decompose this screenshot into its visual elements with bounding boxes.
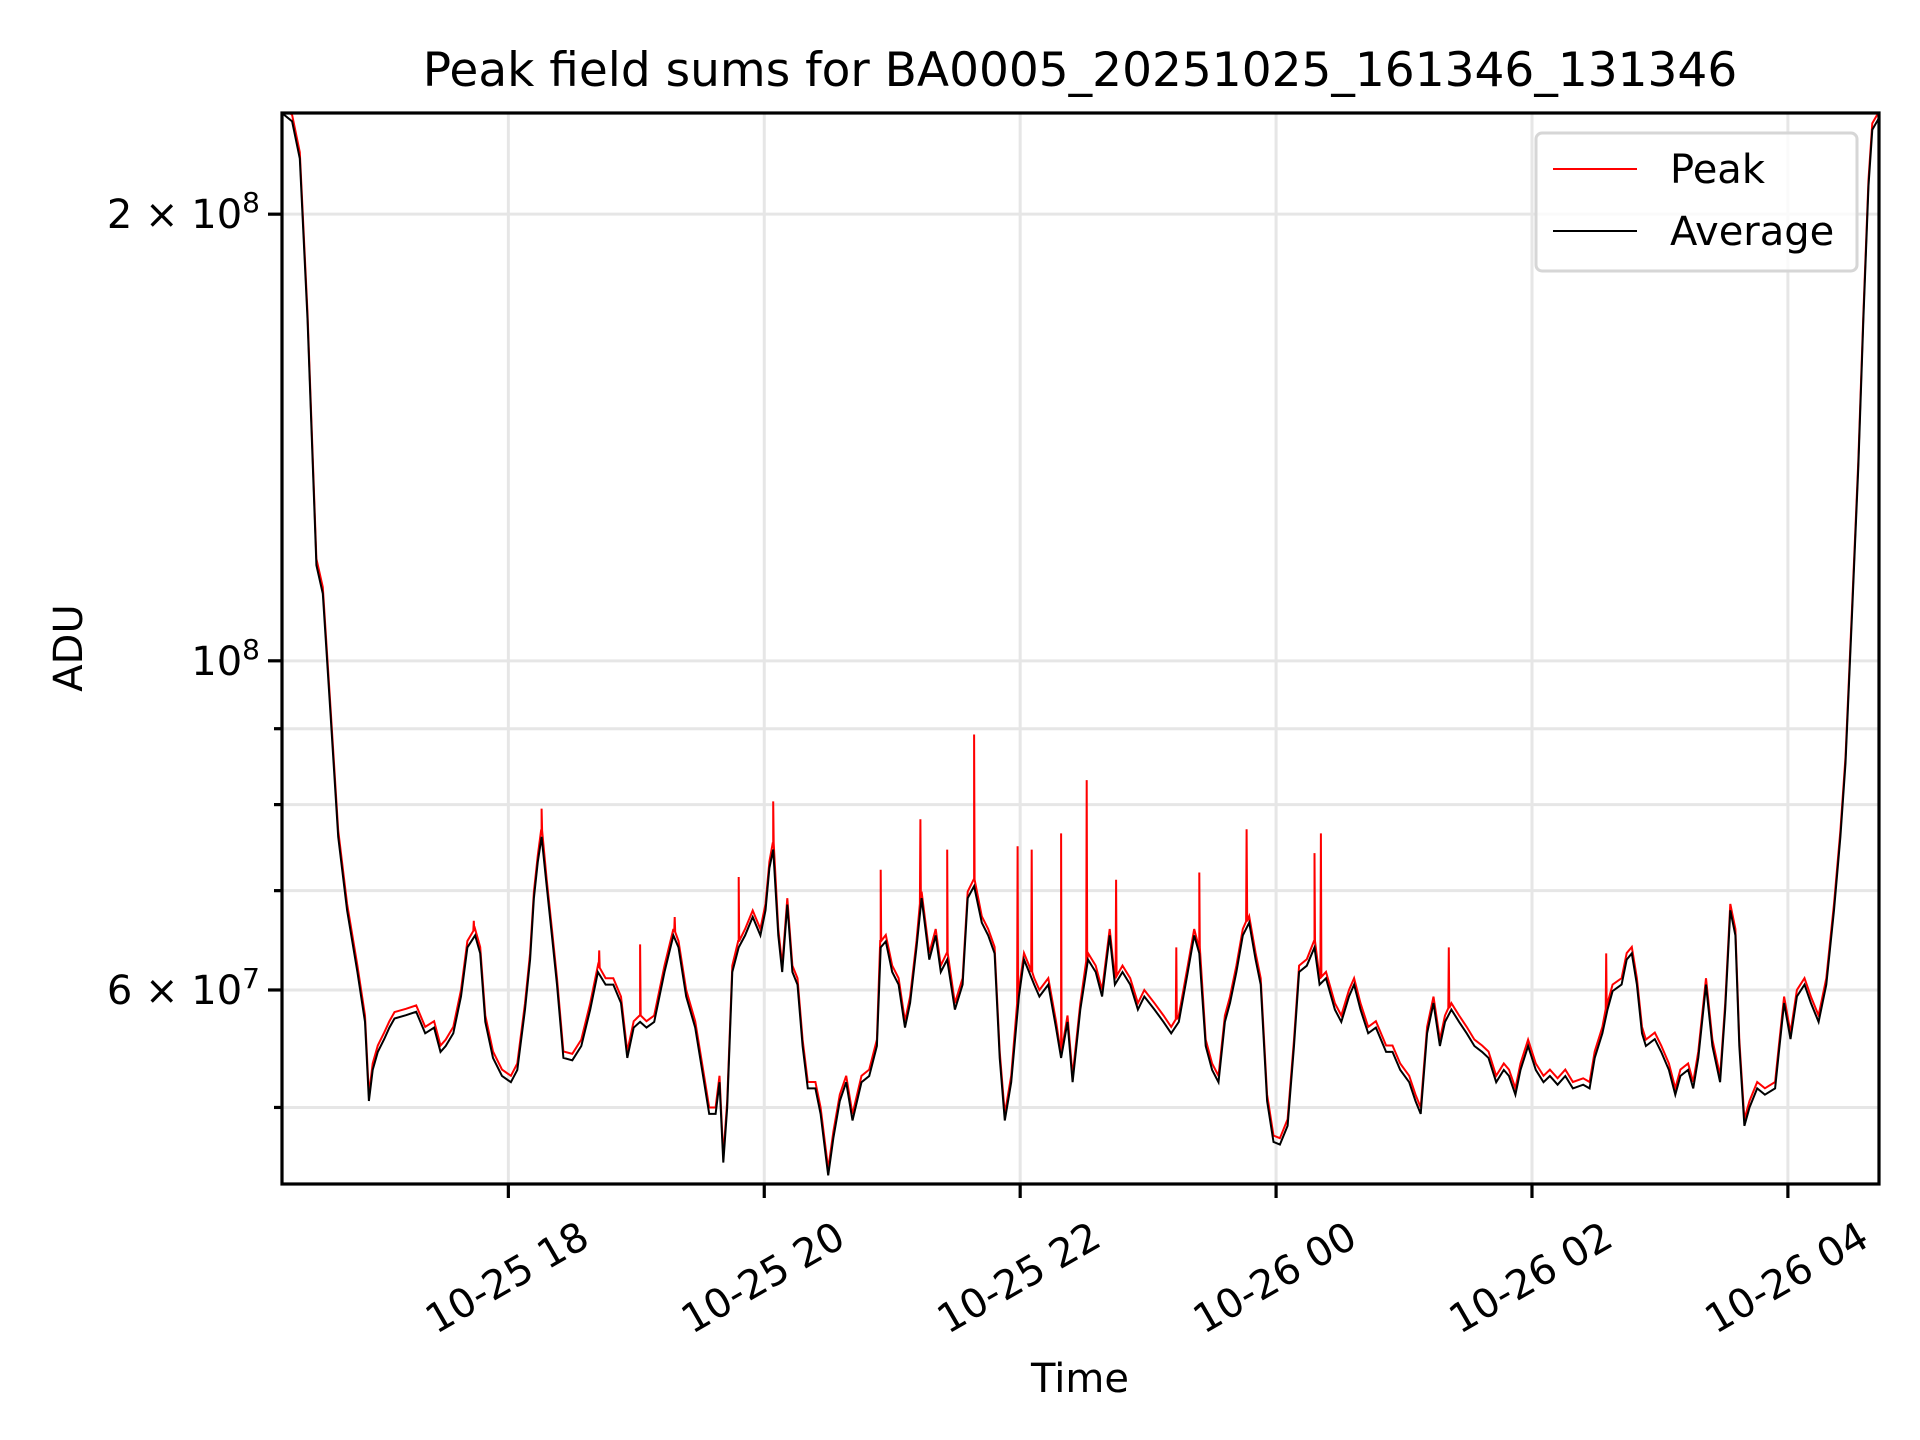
- y-tick-mantissa: 6 × 10: [107, 968, 242, 1014]
- axes-frame: [280, 111, 1881, 1186]
- y-tick-exponent: 8: [242, 633, 260, 666]
- y-tick-exponent: 7: [242, 962, 260, 995]
- series-line-average: [282, 113, 1879, 1176]
- y-tick-label: 6 × 107: [107, 962, 260, 1014]
- y-tick-label: 108: [191, 633, 260, 685]
- legend-label-average: Average: [1670, 209, 1834, 255]
- y-tick-mantissa: 10: [191, 639, 242, 685]
- y-tick-mantissa: 2 × 10: [107, 192, 242, 238]
- legend: Peak Average: [1534, 131, 1859, 273]
- x-tick-label: 10-26 00: [1186, 1213, 1365, 1343]
- y-tick-exponent: 8: [242, 186, 260, 219]
- x-tick-label: 10-25 18: [418, 1213, 597, 1343]
- chart-title: Peak field sums for BA0005_20251025_1613…: [423, 43, 1738, 98]
- y-tick-label: 2 × 108: [107, 186, 260, 238]
- x-tick-label: 10-26 02: [1442, 1213, 1621, 1343]
- x-tick-label: 10-25 20: [674, 1213, 853, 1343]
- x-axis-label: Time: [1030, 1356, 1129, 1402]
- x-axis-ticks: 10-25 18 10-25 20 10-25 22 10-26 00 10-26 02…: [418, 1184, 1876, 1343]
- x-tick-label: 10-26 04: [1698, 1213, 1877, 1343]
- legend-label-peak: Peak: [1670, 147, 1766, 193]
- plot-lines: [282, 113, 1879, 1176]
- series-line-peak: [288, 113, 1879, 1170]
- y-axis-label: ADU: [46, 604, 92, 691]
- x-tick-label: 10-25 22: [930, 1213, 1109, 1343]
- legend-box: [1534, 131, 1859, 273]
